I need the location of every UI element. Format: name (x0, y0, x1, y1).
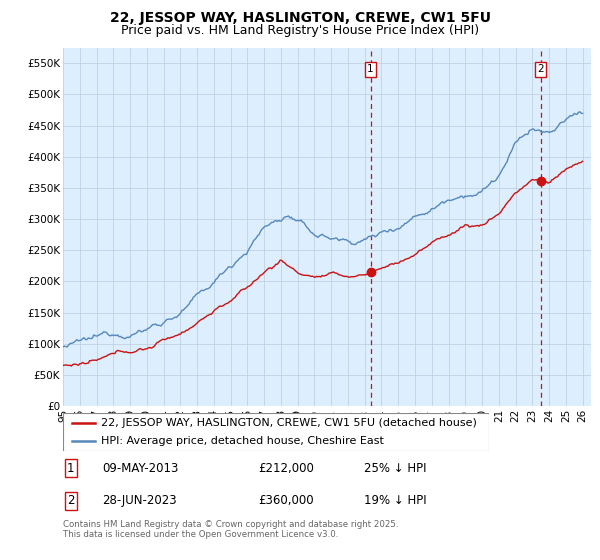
Text: 1: 1 (67, 461, 74, 474)
Text: £360,000: £360,000 (259, 494, 314, 507)
Text: 28-JUN-2023: 28-JUN-2023 (103, 494, 177, 507)
Text: 22, JESSOP WAY, HASLINGTON, CREWE, CW1 5FU (detached house): 22, JESSOP WAY, HASLINGTON, CREWE, CW1 5… (101, 418, 477, 428)
Text: Price paid vs. HM Land Registry's House Price Index (HPI): Price paid vs. HM Land Registry's House … (121, 24, 479, 36)
Text: 2: 2 (537, 64, 544, 74)
Text: 25% ↓ HPI: 25% ↓ HPI (364, 461, 427, 474)
Text: £212,000: £212,000 (259, 461, 314, 474)
Text: 2: 2 (67, 494, 74, 507)
Text: Contains HM Land Registry data © Crown copyright and database right 2025.
This d: Contains HM Land Registry data © Crown c… (63, 520, 398, 539)
Text: 22, JESSOP WAY, HASLINGTON, CREWE, CW1 5FU: 22, JESSOP WAY, HASLINGTON, CREWE, CW1 5… (110, 11, 491, 25)
Text: 1: 1 (367, 64, 374, 74)
Text: 19% ↓ HPI: 19% ↓ HPI (364, 494, 427, 507)
Text: HPI: Average price, detached house, Cheshire East: HPI: Average price, detached house, Ches… (101, 436, 384, 446)
Text: 09-MAY-2013: 09-MAY-2013 (103, 461, 179, 474)
